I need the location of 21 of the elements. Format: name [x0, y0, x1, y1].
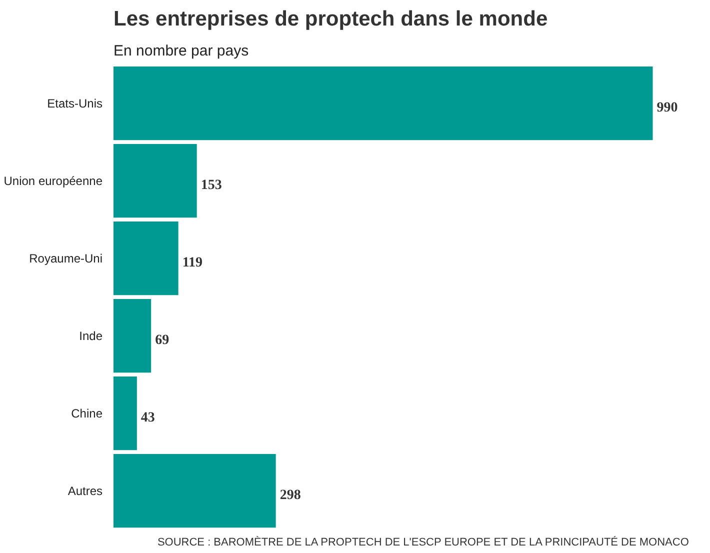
bar — [114, 454, 276, 528]
y-tick-label: Etats-Unis — [47, 96, 103, 110]
bar — [114, 298, 152, 373]
y-tick-label: Chine — [71, 406, 103, 420]
data-label: 43 — [140, 410, 155, 426]
bar — [114, 66, 653, 140]
data-label: 153 — [200, 178, 222, 193]
data-label: 990 — [656, 100, 678, 116]
chart-subtitle: En nombre par pays — [114, 42, 249, 60]
data-label: 298 — [280, 488, 301, 503]
y-tick-label: Inde — [79, 328, 103, 343]
data-label: 119 — [182, 255, 203, 270]
y-tick-label: Union européenne — [4, 174, 103, 188]
data-label: 69 — [155, 332, 170, 348]
y-tick-label: Autres — [68, 484, 103, 498]
source-note: SOURCE : BAROMÈTRE DE LA PROPTECH DE L'ESCP EUROPE ET DE LA PRINCIPAUTÉ DE MONACO — [157, 536, 690, 548]
chart-title: Les entreprises de proptech dans le monde — [114, 8, 548, 30]
bar — [114, 221, 178, 296]
y-tick-label: Royaume-Uni — [29, 251, 102, 266]
bar — [114, 144, 197, 218]
bar — [114, 376, 137, 450]
